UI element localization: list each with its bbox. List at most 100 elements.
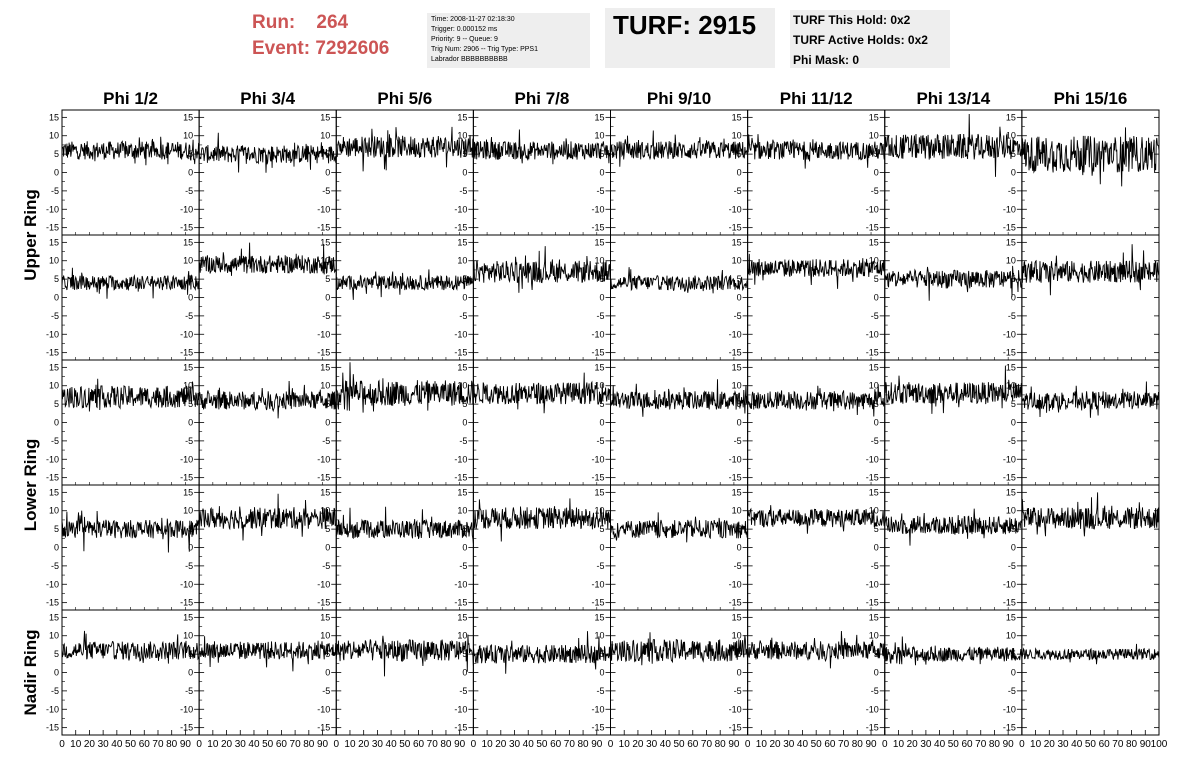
x-tick-label: 0 bbox=[608, 739, 614, 750]
y-tick-label: -5 bbox=[1008, 436, 1016, 446]
waveform-trace bbox=[884, 508, 1023, 546]
waveform-trace bbox=[1021, 127, 1160, 187]
x-tick-label: 40 bbox=[1071, 739, 1083, 750]
panel-frame bbox=[884, 234, 1023, 361]
waveform-trace bbox=[1021, 643, 1160, 665]
y-tick-label: -10 bbox=[180, 579, 193, 589]
waveform-trace bbox=[884, 113, 1023, 177]
waveform-trace bbox=[472, 246, 611, 293]
y-tick-label: -10 bbox=[317, 704, 330, 714]
y-tick-label: -10 bbox=[591, 579, 604, 589]
panel-frame bbox=[61, 359, 200, 486]
waveform-trace bbox=[61, 136, 200, 166]
panel-frame bbox=[1021, 359, 1160, 486]
y-tick-label: 0 bbox=[1011, 418, 1016, 428]
y-tick-label: -10 bbox=[591, 454, 604, 464]
y-tick-label: 15 bbox=[183, 362, 193, 372]
panel-frame bbox=[472, 609, 611, 736]
y-tick-label: 10 bbox=[49, 131, 59, 141]
x-tick-label: 10 bbox=[70, 739, 82, 750]
waveform-trace bbox=[610, 130, 749, 167]
panel-frame bbox=[61, 234, 200, 361]
y-tick-label: 0 bbox=[54, 543, 59, 553]
y-tick-label: -5 bbox=[734, 186, 742, 196]
waveform-trace bbox=[198, 132, 337, 173]
y-tick-label: -5 bbox=[459, 436, 467, 446]
y-tick-label: 0 bbox=[325, 168, 330, 178]
y-tick-label: -5 bbox=[459, 561, 467, 571]
y-tick-label: 0 bbox=[874, 543, 879, 553]
waveform-trace bbox=[335, 362, 474, 413]
panel-frame bbox=[610, 234, 749, 361]
y-tick-label: -15 bbox=[180, 223, 193, 233]
x-tick-label: 20 bbox=[358, 739, 370, 750]
y-tick-label: 15 bbox=[183, 487, 193, 497]
y-tick-label: 10 bbox=[1006, 506, 1016, 516]
x-tick-label: 50 bbox=[399, 739, 411, 750]
waveform-trace bbox=[198, 636, 337, 672]
y-tick-label: -5 bbox=[734, 311, 742, 321]
phi-mask: Phi Mask: 0 bbox=[793, 53, 860, 67]
waveform-trace bbox=[335, 634, 474, 677]
x-tick-label: 20 bbox=[632, 739, 644, 750]
panel-frame bbox=[198, 609, 337, 736]
y-tick-label: 10 bbox=[869, 381, 879, 391]
y-tick-label: -10 bbox=[454, 454, 467, 464]
y-tick-label: -5 bbox=[51, 561, 59, 571]
waveform-trace bbox=[335, 126, 474, 172]
y-tick-label: -10 bbox=[180, 704, 193, 714]
y-tick-label: -10 bbox=[454, 579, 467, 589]
y-tick-label: 5 bbox=[874, 274, 879, 284]
y-tick-label: 15 bbox=[320, 612, 330, 622]
y-tick-label: 0 bbox=[54, 668, 59, 678]
y-tick-label: -15 bbox=[866, 598, 879, 608]
y-tick-label: 0 bbox=[1011, 543, 1016, 553]
x-tick-label: 80 bbox=[989, 739, 1001, 750]
y-tick-label: 10 bbox=[732, 506, 742, 516]
panel-frame bbox=[747, 359, 886, 486]
column-title: Phi 13/14 bbox=[916, 89, 990, 108]
y-tick-label: -10 bbox=[180, 204, 193, 214]
panel-frame bbox=[1021, 234, 1160, 361]
y-tick-label: -15 bbox=[729, 223, 742, 233]
waveform-trace bbox=[747, 384, 886, 417]
y-tick-label: -15 bbox=[866, 723, 879, 733]
y-tick-label: -10 bbox=[1003, 329, 1016, 339]
column-title: Phi 9/10 bbox=[647, 89, 711, 108]
turf-box: TURF: 2915 bbox=[605, 8, 775, 68]
x-tick-label: 10 bbox=[207, 739, 219, 750]
y-tick-label: 15 bbox=[594, 237, 604, 247]
x-tick-label: 90 bbox=[1003, 739, 1015, 750]
y-tick-label: -15 bbox=[866, 473, 879, 483]
y-tick-label: -15 bbox=[46, 348, 59, 358]
y-tick-label: -10 bbox=[591, 204, 604, 214]
x-tick-label: 10 bbox=[344, 739, 356, 750]
y-tick-label: -5 bbox=[1008, 311, 1016, 321]
waveform-trace bbox=[61, 630, 200, 664]
x-tick-label: 80 bbox=[440, 739, 452, 750]
y-tick-label: -15 bbox=[317, 223, 330, 233]
y-tick-label: -5 bbox=[185, 686, 193, 696]
y-tick-label: -10 bbox=[866, 454, 879, 464]
y-tick-label: -10 bbox=[591, 704, 604, 714]
y-tick-label: -10 bbox=[1003, 579, 1016, 589]
y-tick-label: 0 bbox=[462, 668, 467, 678]
y-tick-label: -5 bbox=[596, 311, 604, 321]
x-tick-label: 0 bbox=[471, 739, 477, 750]
x-tick-label: 50 bbox=[125, 739, 137, 750]
y-tick-label: -10 bbox=[866, 579, 879, 589]
y-tick-label: 15 bbox=[869, 487, 879, 497]
waveform-trace bbox=[61, 378, 200, 412]
y-tick-label: -5 bbox=[871, 186, 879, 196]
y-tick-label: 15 bbox=[594, 612, 604, 622]
y-tick-label: -15 bbox=[1003, 598, 1016, 608]
run-line: Run: 264 bbox=[252, 10, 422, 36]
x-tick-label: 40 bbox=[523, 739, 535, 750]
column-title: Phi 3/4 bbox=[240, 89, 295, 108]
y-tick-label: 10 bbox=[49, 381, 59, 391]
y-tick-label: 5 bbox=[1011, 274, 1016, 284]
y-tick-label: -5 bbox=[51, 686, 59, 696]
x-tick-label: 50 bbox=[536, 739, 548, 750]
y-tick-label: -15 bbox=[591, 348, 604, 358]
y-tick-label: 0 bbox=[874, 168, 879, 178]
